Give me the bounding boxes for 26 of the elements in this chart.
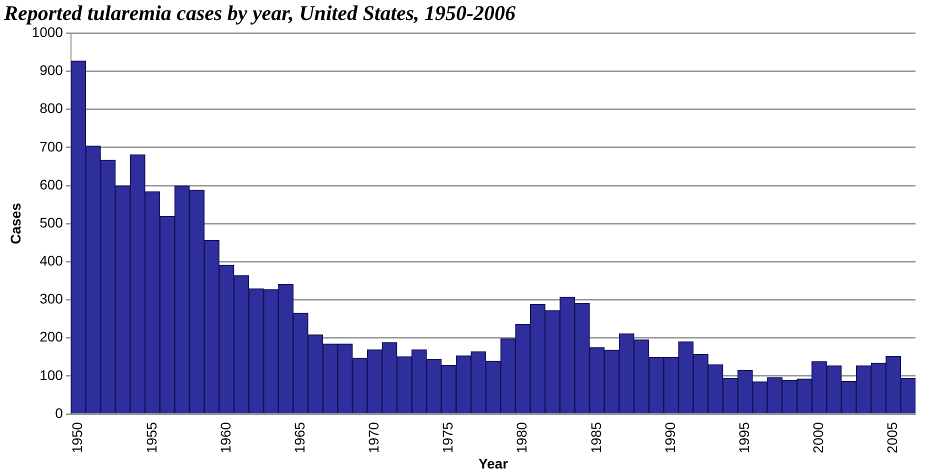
y-tick-label: 100 (40, 366, 64, 383)
x-tick-label: 1950 (69, 422, 86, 454)
y-tick-label: 600 (40, 176, 64, 192)
y-tick-label: 0 (55, 404, 64, 421)
x-tick-label: 2000 (810, 422, 826, 454)
y-tick-label: 1000 (32, 24, 64, 40)
y-axis-title: Cases (7, 202, 24, 244)
x-axis-title: Year (478, 455, 509, 472)
y-tick-label: 500 (40, 214, 64, 230)
x-tick-label: 1960 (217, 422, 234, 454)
chart-title: Reported tularemia cases by year, United States, 1950-2006 (3, 1, 516, 26)
x-tick-label: 1990 (662, 422, 678, 454)
y-tick-label: 700 (40, 138, 64, 154)
y-tick-label: 200 (40, 328, 64, 345)
x-tick-label: 2005 (884, 422, 900, 454)
x-tick-label: 1965 (291, 422, 308, 454)
y-tick-label: 300 (40, 290, 64, 307)
x-tick-label: 1995 (736, 422, 752, 454)
y-tick-label: 900 (40, 62, 64, 78)
y-tick-label: 800 (40, 100, 64, 116)
y-tick-label: 400 (40, 252, 64, 269)
x-tick-label: 1985 (588, 422, 604, 454)
x-tick-label: 1955 (143, 422, 160, 454)
x-tick-label: 1980 (514, 422, 530, 454)
x-tick-label: 1970 (366, 422, 382, 454)
x-tick-label: 1975 (440, 422, 456, 454)
